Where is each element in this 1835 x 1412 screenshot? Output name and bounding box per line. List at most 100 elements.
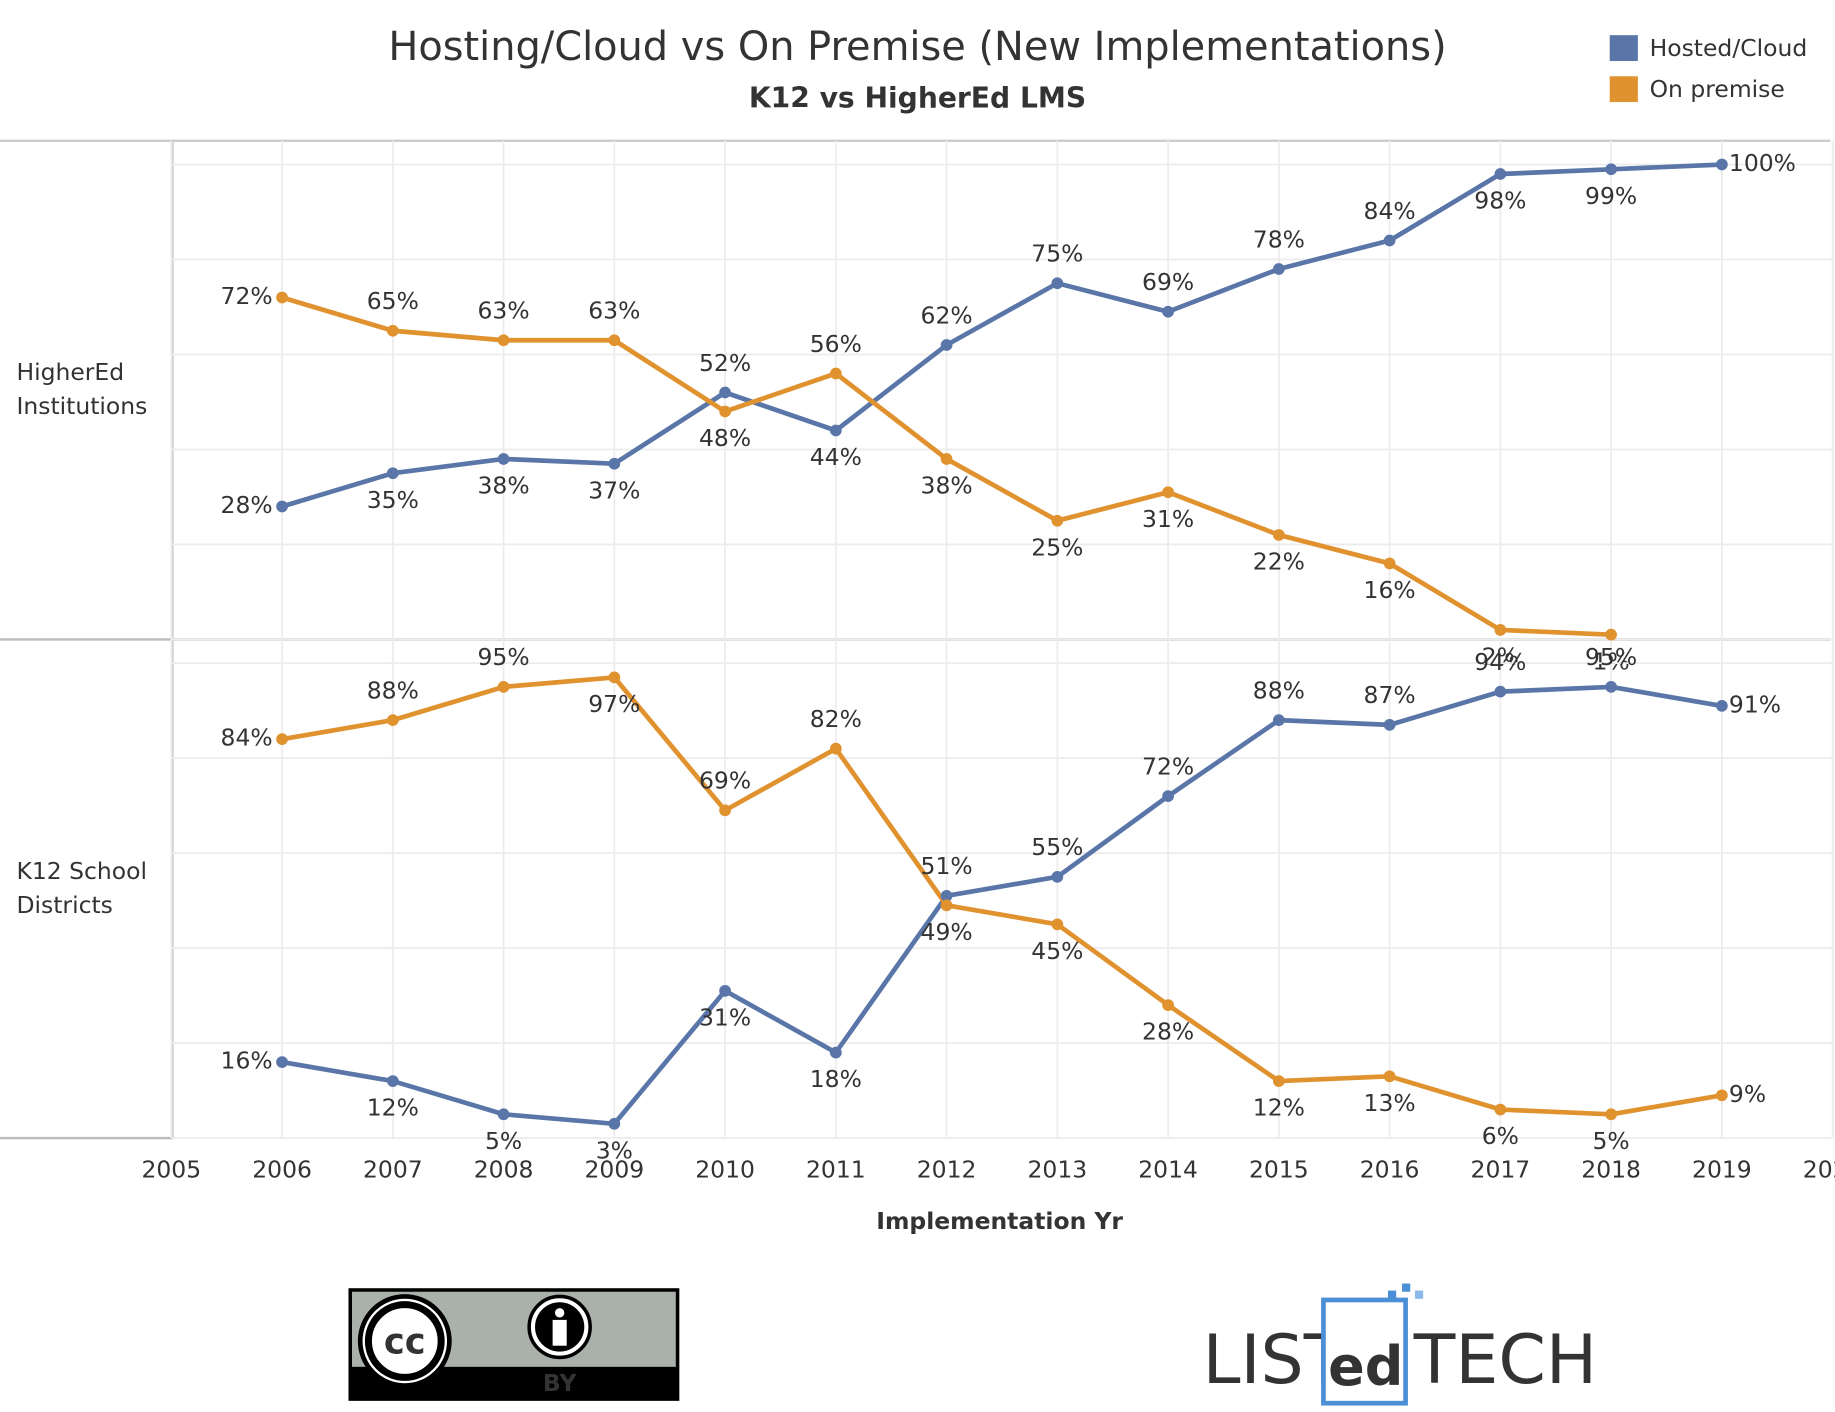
x-tick-label: 2006 [252, 1155, 312, 1183]
x-tick-label: 2016 [1360, 1155, 1420, 1183]
logo-text: ed [1328, 1335, 1403, 1398]
data-label: 75% [1031, 240, 1083, 268]
data-point [940, 339, 953, 351]
data-label: 28% [221, 491, 273, 519]
data-point [829, 367, 842, 380]
legend-swatch [1609, 35, 1638, 62]
data-label: 95% [1585, 643, 1637, 671]
logo: LIST ed TECH [1203, 1283, 1597, 1406]
data-label: 38% [478, 472, 530, 500]
data-label: 2% [1482, 643, 1519, 671]
data-label: 100% [1729, 149, 1796, 177]
data-point [608, 1117, 621, 1130]
data-point [829, 1046, 842, 1059]
data-label: 88% [367, 676, 419, 704]
data-point [1272, 263, 1285, 275]
x-axis-label: Implementation Yr [876, 1207, 1123, 1235]
data-point [940, 889, 953, 902]
data-point [719, 804, 731, 817]
x-tick-label: 2012 [917, 1155, 977, 1183]
data-point [608, 457, 621, 470]
x-tick-label: 2018 [1581, 1155, 1641, 1183]
data-point [276, 733, 288, 746]
data-label: 95% [478, 643, 530, 671]
x-tick-label: 2010 [695, 1155, 755, 1183]
data-label: 69% [1142, 268, 1194, 296]
data-point [829, 424, 842, 437]
data-point [1162, 486, 1174, 499]
data-point [1383, 719, 1396, 731]
data-label: 63% [588, 297, 640, 325]
data-label: 72% [1142, 752, 1194, 780]
x-tick-label: 2007 [363, 1155, 423, 1183]
data-label: 44% [810, 443, 862, 471]
data-label: 1% [1593, 647, 1630, 675]
data-label: 55% [1031, 833, 1083, 861]
x-tick-label: 2011 [806, 1155, 866, 1183]
legend-label: Hosted/Cloud [1650, 34, 1808, 62]
data-point [1605, 628, 1617, 641]
data-point [1162, 305, 1174, 318]
series-line [281, 162, 1722, 509]
data-label: 97% [588, 690, 640, 718]
logo-box [1321, 1297, 1408, 1406]
data-label: 48% [699, 424, 751, 452]
data-label: 3% [596, 1136, 633, 1164]
data-point [1494, 168, 1507, 180]
data-point [1051, 870, 1064, 883]
legend-swatch [1609, 76, 1638, 103]
series-line [281, 684, 1723, 1127]
data-label: 28% [1142, 1018, 1194, 1046]
chart-subtitle: K12 vs HigherEd LMS [749, 82, 1086, 115]
data-label: 37% [588, 476, 640, 504]
data-label: 6% [1482, 1122, 1519, 1150]
data-point [386, 467, 399, 480]
series-line [281, 675, 1723, 1117]
data-point [940, 899, 953, 912]
data-label: 98% [1474, 187, 1526, 215]
data-label: 87% [1364, 681, 1416, 709]
x-tick-label: 2008 [474, 1155, 534, 1183]
x-tick-label: 2019 [1692, 1155, 1752, 1183]
license-label: BY [543, 1369, 578, 1397]
data-point [1162, 999, 1174, 1011]
data-label: 16% [1364, 576, 1416, 604]
logo-text: TECH [1413, 1321, 1597, 1400]
data-label: 25% [1031, 533, 1083, 561]
data-point [1494, 685, 1507, 698]
data-point [608, 671, 621, 684]
data-point [386, 1075, 399, 1087]
data-point [1383, 234, 1396, 247]
data-point [1605, 1108, 1617, 1121]
legend-label: On premise [1650, 75, 1785, 103]
data-point [1383, 557, 1396, 570]
data-point [497, 1108, 510, 1121]
data-point [1162, 790, 1174, 802]
data-label: 52% [699, 349, 751, 377]
data-label: 94% [1474, 648, 1526, 676]
data-label: 45% [1031, 937, 1083, 965]
data-label: 16% [221, 1047, 273, 1075]
data-point [497, 681, 510, 693]
data-label: 62% [921, 301, 973, 329]
data-point [1605, 681, 1617, 693]
data-label: 12% [1253, 1094, 1305, 1122]
data-point [276, 291, 288, 304]
chart-title: Hosting/Cloud vs On Premise (New Impleme… [388, 24, 1446, 70]
data-point [1272, 1075, 1285, 1087]
data-label: 5% [1593, 1127, 1630, 1155]
x-tick-label: 2009 [584, 1155, 644, 1183]
data-point [1494, 624, 1507, 636]
data-label: 99% [1585, 182, 1637, 210]
data-point [1605, 163, 1617, 176]
data-point [719, 386, 731, 399]
data-label: 13% [1364, 1089, 1416, 1117]
data-point [719, 984, 731, 997]
data-point [719, 405, 731, 418]
data-point [386, 714, 399, 727]
data-label: 88% [1253, 676, 1305, 704]
data-point [1272, 714, 1285, 727]
data-label: 38% [921, 472, 973, 500]
data-label: 72% [221, 282, 273, 310]
